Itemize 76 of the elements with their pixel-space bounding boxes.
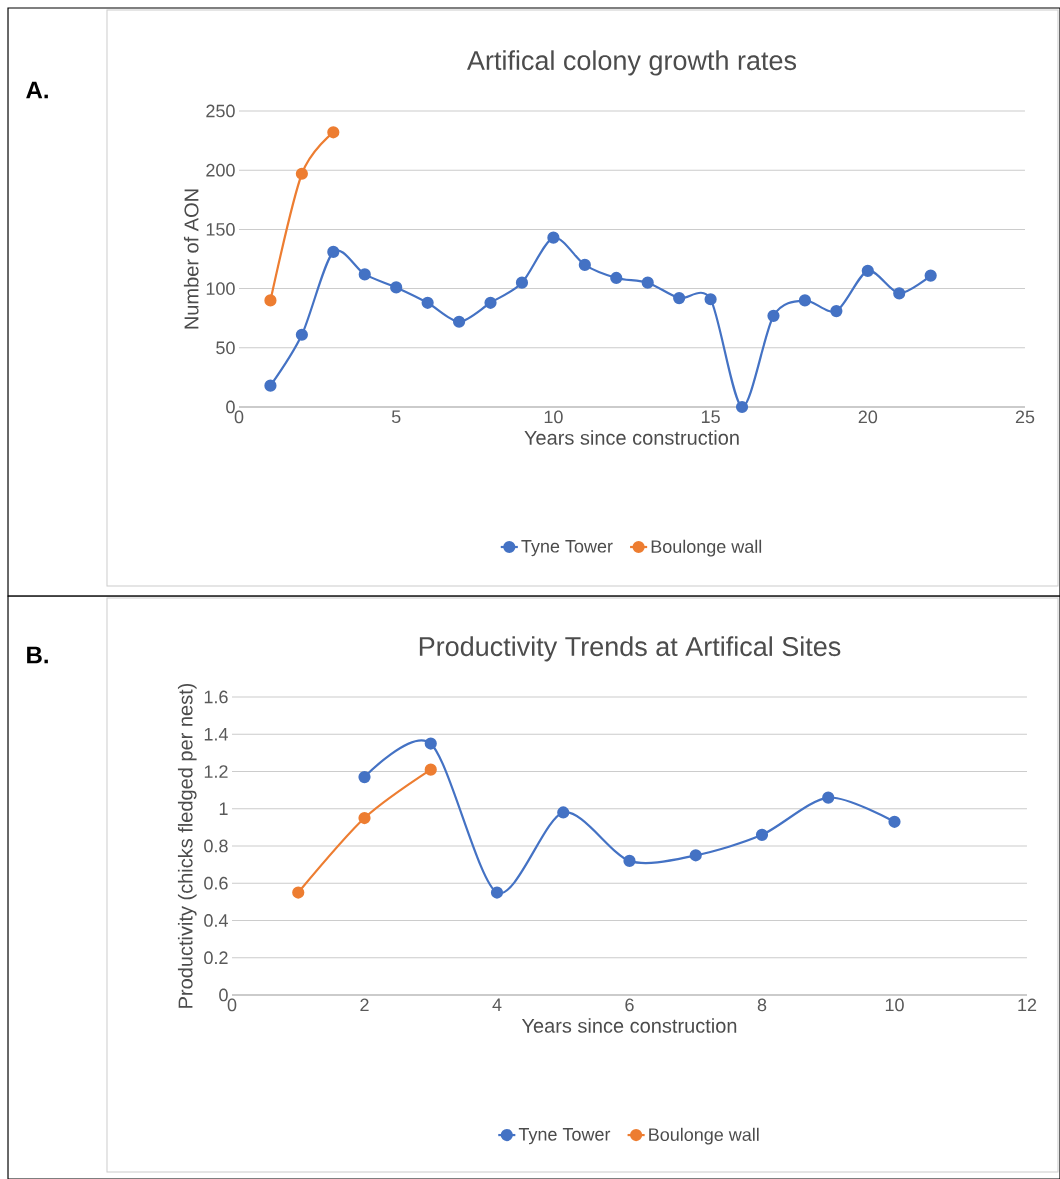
- x-tick-label: 0: [234, 410, 244, 424]
- point: [490, 886, 504, 899]
- x-axis-title: Years since construction: [524, 430, 739, 445]
- x-tick-label: 20: [858, 410, 878, 424]
- point: [547, 231, 560, 244]
- y-axis-title: Number of AON: [183, 189, 199, 329]
- text: B.: [27, 646, 48, 664]
- point: [295, 328, 308, 341]
- point: [888, 815, 901, 828]
- x-tick-label: 5: [391, 410, 401, 424]
- y-tick-label: 150: [206, 223, 235, 236]
- point: [515, 276, 529, 289]
- point: [767, 309, 780, 322]
- x-axis-title: Years since construction: [521, 1018, 737, 1033]
- chart-title: Productivity Trends at Artifical Sites: [419, 636, 841, 662]
- y-tick-label: 0.2: [204, 951, 228, 965]
- y-tick-label: 1.6: [204, 690, 228, 704]
- point: [358, 811, 371, 825]
- x-tick-label: 25: [1015, 410, 1035, 424]
- point: [327, 245, 340, 258]
- point: [421, 296, 434, 309]
- y-tick-label: 0.6: [204, 876, 228, 890]
- point: [264, 379, 277, 392]
- point: [735, 400, 749, 414]
- point: [424, 737, 437, 750]
- y-tick-label: 250: [206, 104, 235, 118]
- point: [673, 291, 686, 305]
- y-tick-label: 50: [216, 341, 235, 355]
- point: [264, 294, 277, 307]
- point: [358, 268, 371, 281]
- x-tick-label: 8: [757, 998, 767, 1012]
- x-tick-label: 10: [544, 410, 563, 424]
- point: [327, 126, 340, 139]
- y-tick-label: 1: [219, 802, 228, 815]
- point: [484, 296, 497, 309]
- point: [798, 294, 812, 307]
- y-tick-label: 1.4: [204, 728, 228, 741]
- legend-label: Tyne Tower: [518, 1128, 611, 1145]
- y-tick-label: 0.8: [204, 839, 228, 853]
- point: [704, 293, 717, 306]
- point: [755, 828, 769, 841]
- y-tick-label: 0: [219, 988, 228, 1002]
- point: [822, 791, 835, 804]
- point: [641, 276, 654, 289]
- point: [623, 854, 636, 867]
- point: [358, 770, 371, 784]
- y-axis-title: Productivity (chicks fledged per nest): [177, 683, 197, 1008]
- x-tick-label: 10: [885, 998, 904, 1012]
- x-tick-label: 6: [625, 998, 634, 1012]
- legend-label: Tyne Tower: [521, 540, 613, 557]
- point: [924, 269, 937, 282]
- point: [292, 886, 305, 899]
- y-tick-label: 0.4: [204, 914, 228, 927]
- point: [610, 271, 623, 285]
- point: [390, 281, 403, 294]
- y-tick-label: 200: [206, 163, 235, 177]
- point: [557, 806, 570, 819]
- chart-title: Artifical colony growth rates: [466, 50, 797, 76]
- y-tick-label: 100: [206, 282, 235, 295]
- y-tick-label: 0: [226, 400, 235, 414]
- x-tick-label: 4: [492, 998, 502, 1011]
- point: [893, 287, 906, 300]
- legend-label: Boulonge wall: [651, 539, 762, 557]
- x-tick-label: 15: [701, 410, 720, 424]
- point: [689, 849, 702, 862]
- x-tick-label: 2: [360, 998, 369, 1012]
- text: A.: [26, 81, 48, 99]
- y-tick-label: 1.2: [204, 765, 228, 778]
- point: [452, 315, 466, 328]
- x-tick-label: 12: [1018, 998, 1037, 1012]
- point: [861, 264, 874, 277]
- point: [830, 304, 843, 318]
- point: [295, 167, 308, 180]
- legend-label: Boulonge wall: [649, 1127, 759, 1145]
- point: [578, 258, 591, 272]
- point: [424, 763, 437, 776]
